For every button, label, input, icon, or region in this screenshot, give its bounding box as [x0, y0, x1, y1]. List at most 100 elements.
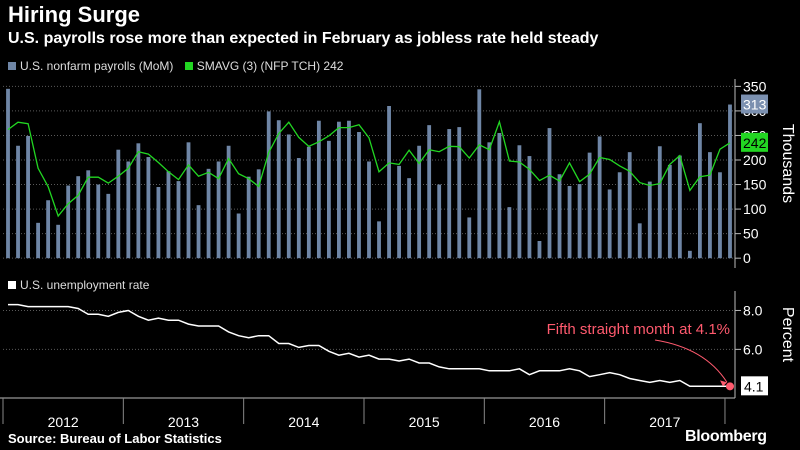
payroll-bar: [657, 146, 662, 259]
payroll-bar: [326, 140, 331, 259]
payroll-bar: [728, 104, 732, 259]
payroll-bar: [567, 186, 572, 259]
payrolls-y-tick-label: 0: [743, 250, 751, 266]
payroll-bar: [397, 165, 401, 259]
unemployment-last-value-tag: [741, 376, 768, 396]
payroll-bar: [597, 136, 602, 259]
payroll-bar: [507, 207, 512, 259]
unemployment-legend-label: U.S. unemployment rate: [20, 278, 150, 292]
unemployment-last-point: [725, 382, 734, 391]
payroll-bar: [617, 172, 622, 259]
unemployment-last-value-label: 4.1: [744, 378, 764, 394]
payroll-bar: [367, 161, 371, 259]
payroll-bar: [256, 169, 261, 259]
avg-last-value-label: 242: [743, 135, 767, 151]
payrolls-legend: U.S. nonfarm payrolls (MoM) SMAVG (3) (N…: [8, 59, 343, 73]
payroll-bar: [417, 145, 422, 259]
payroll-bar: [236, 213, 241, 259]
unemployment-line: [8, 303, 730, 388]
payroll-bar: [537, 241, 542, 259]
payroll-bar: [126, 161, 131, 259]
payroll-bar: [527, 156, 532, 259]
payroll-bar: [607, 189, 612, 259]
payroll-bar: [186, 142, 191, 259]
payrolls-y-tick-label: 200: [743, 152, 767, 168]
payroll-bar: [377, 221, 381, 259]
payroll-bar: [46, 200, 51, 259]
bloomberg-logo: Bloomberg: [685, 428, 767, 445]
annotation-arrow: [654, 339, 728, 383]
unemployment-legend-swatch: [8, 281, 16, 289]
payroll-bar: [697, 123, 702, 259]
payroll-bar: [306, 146, 311, 259]
payroll-bar: [487, 142, 492, 259]
payroll-bar: [6, 88, 10, 259]
unemployment-y-tick-label: 6.0: [743, 341, 763, 357]
chart-title: Hiring Surge: [8, 2, 141, 27]
payroll-bar: [36, 222, 41, 259]
payroll-bar: [176, 181, 181, 259]
payroll-bar: [687, 250, 692, 259]
x-tick-label: 2012: [48, 414, 79, 430]
avg-legend-swatch: [184, 62, 193, 70]
annotation-arrow-head: [719, 380, 727, 387]
source-note: Source: Bureau of Labor Statistics: [8, 431, 222, 446]
payrolls-last-value-label: 313: [743, 97, 767, 113]
x-tick-label: 2013: [168, 414, 199, 430]
payroll-bar: [96, 184, 101, 259]
moving-average-line: [7, 119, 731, 218]
payroll-bar: [196, 205, 201, 259]
payroll-bar: [66, 185, 71, 259]
payrolls-legend-label: U.S. nonfarm payrolls (MoM): [20, 59, 174, 73]
payroll-bar: [156, 187, 161, 259]
unemployment-y-axis-title: Percent: [779, 307, 796, 363]
payroll-bar: [497, 133, 502, 259]
payroll-bar: [437, 184, 442, 259]
payroll-bar: [296, 158, 301, 259]
payroll-bar: [387, 106, 391, 259]
payroll-bar: [276, 120, 281, 259]
x-tick-label: 2015: [409, 414, 440, 430]
payroll-bar: [266, 111, 271, 259]
payroll-bar: [56, 224, 61, 259]
payroll-bar: [427, 125, 432, 259]
payroll-bar: [467, 217, 472, 259]
payrolls-legend-swatch: [8, 62, 16, 70]
payroll-bar: [627, 152, 632, 259]
payroll-bar: [16, 145, 20, 259]
x-tick-label: 2017: [649, 414, 680, 430]
payroll-bar: [708, 152, 712, 259]
payrolls-last-value-tag: [741, 94, 768, 114]
payroll-bar: [447, 129, 452, 259]
payroll-bar: [216, 161, 221, 259]
payroll-bar: [357, 132, 361, 259]
payroll-bar: [407, 178, 412, 259]
payroll-bar: [116, 149, 121, 259]
payrolls-y-axis-title: Thousands: [779, 124, 796, 203]
payrolls-y-tick-label: 100: [743, 201, 767, 217]
payroll-bar: [677, 155, 682, 259]
payroll-bar: [577, 184, 582, 259]
payroll-bar: [316, 120, 321, 259]
payroll-bar: [347, 120, 351, 259]
payroll-bar: [667, 164, 672, 259]
payroll-bar: [547, 128, 552, 259]
payrolls-y-tick-label: 350: [743, 78, 767, 94]
payroll-bar: [457, 127, 462, 259]
payroll-bar: [718, 172, 722, 259]
payrolls-y-tick-label: 50: [743, 226, 759, 242]
payroll-bar: [647, 181, 652, 259]
payroll-bar: [136, 143, 141, 259]
payrolls-y-tick-label: 150: [743, 177, 767, 193]
payroll-bar: [166, 171, 171, 259]
chart-subtitle: U.S. payrolls rose more than expected in…: [8, 30, 599, 47]
payroll-bar: [26, 135, 30, 259]
payroll-bar: [106, 193, 111, 259]
payroll-bar: [206, 168, 211, 259]
payroll-bar: [517, 145, 522, 259]
payroll-bar: [286, 134, 291, 259]
payroll-bar: [337, 121, 341, 259]
avg-last-value-tag: [741, 132, 768, 152]
unemployment-y-tick-label: 8.0: [743, 302, 763, 318]
